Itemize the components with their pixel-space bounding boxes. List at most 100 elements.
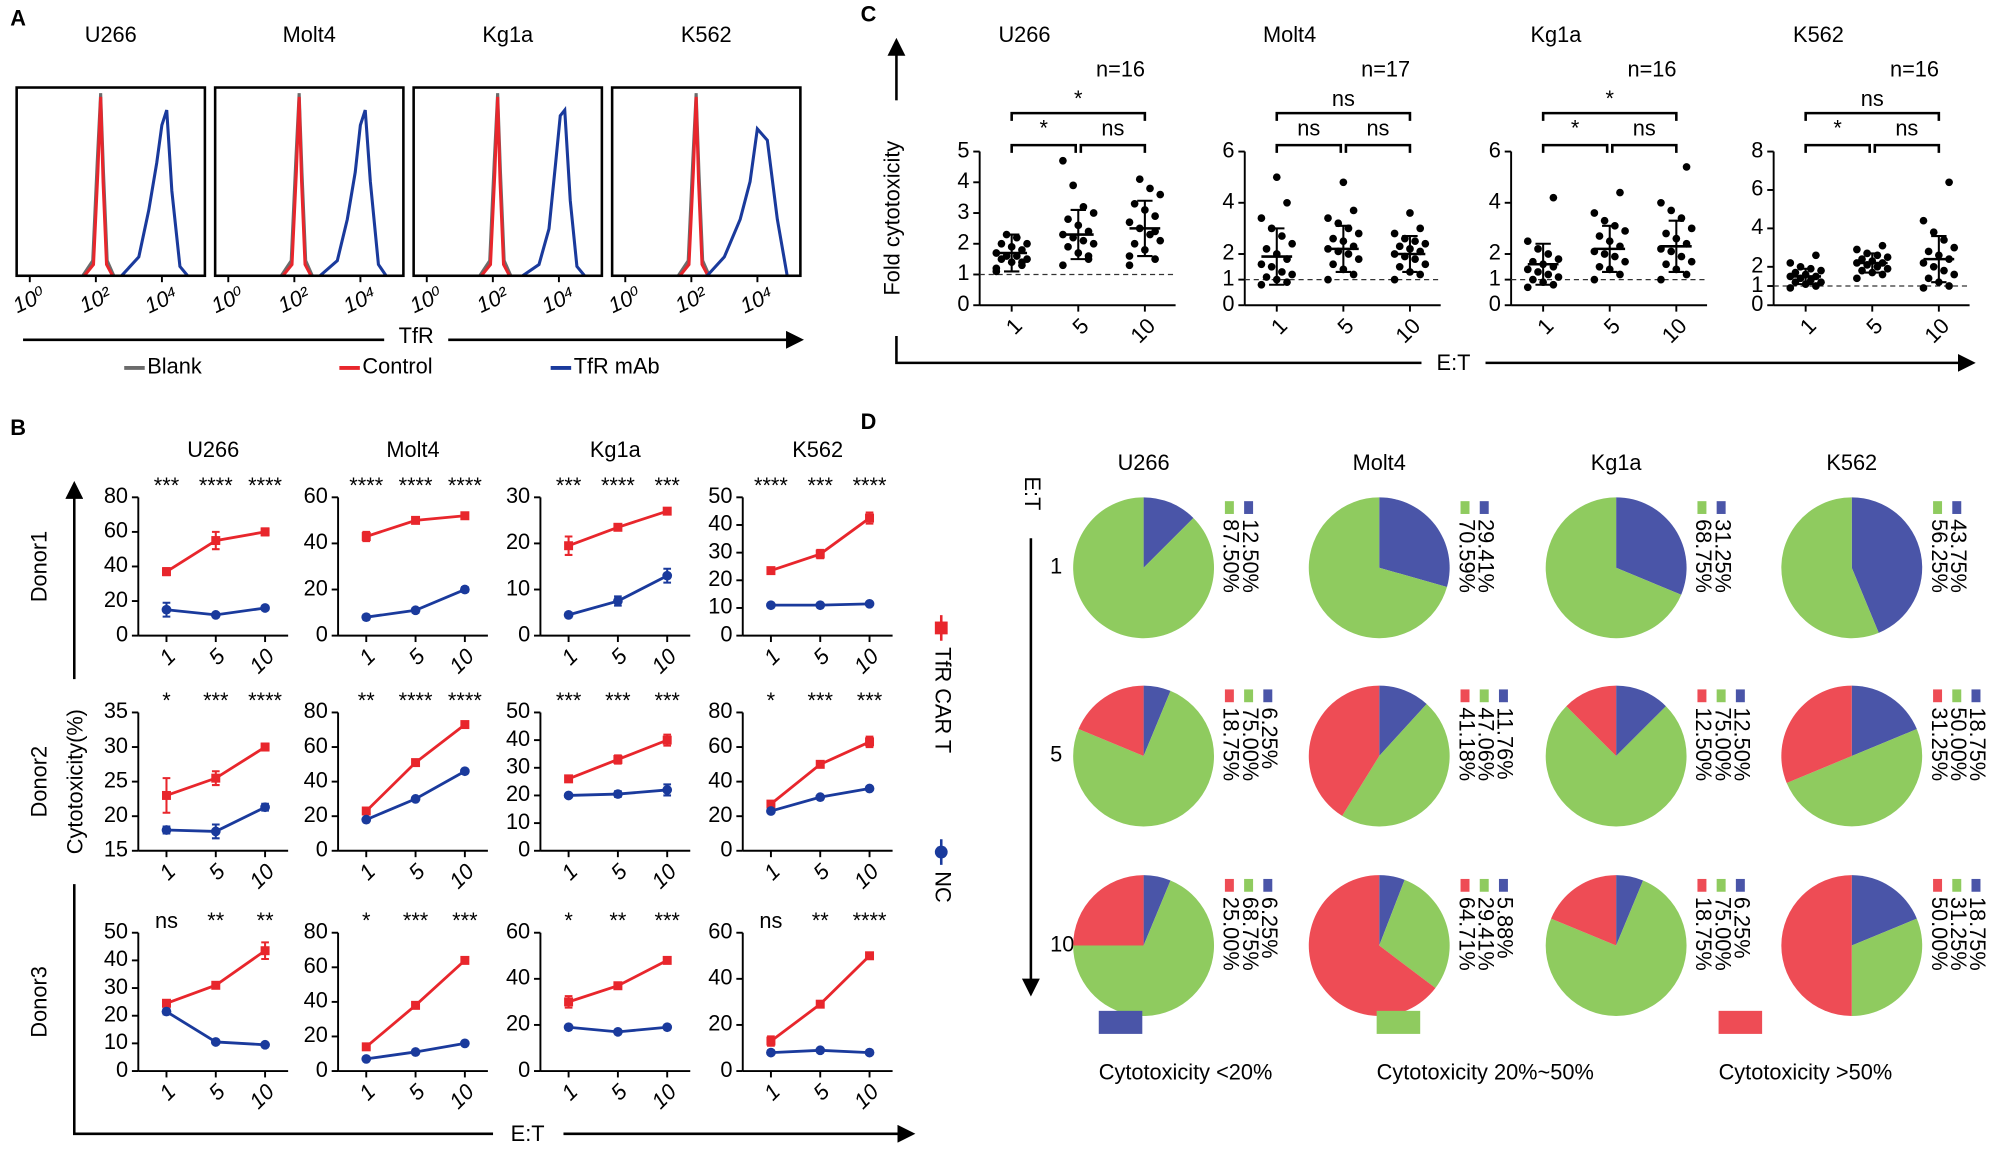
x-tick-label: 5: [1067, 313, 1093, 339]
point: [1523, 265, 1532, 274]
error-bar: [1003, 233, 1020, 273]
y-tick-label: 8: [1751, 137, 1763, 162]
y-tick-label: 2: [957, 230, 969, 255]
point: [260, 946, 270, 956]
x-tick-label: 10⁴: [141, 281, 182, 318]
point: [1687, 257, 1696, 266]
pie-slice: [1616, 875, 1644, 946]
y-tick-label: 15: [104, 837, 128, 862]
point: [865, 513, 875, 523]
y-tick-label: 4: [957, 168, 969, 193]
significance: *: [1074, 86, 1083, 111]
point: [1786, 259, 1795, 267]
point: [1858, 266, 1866, 275]
pie-slice: [1851, 497, 1923, 633]
value-label: 75.00%: [1710, 707, 1735, 781]
point: [1395, 262, 1404, 271]
chart-title: K562: [792, 437, 843, 462]
point: [1549, 280, 1558, 289]
point: [1677, 252, 1686, 261]
row-label: 5: [1050, 742, 1062, 767]
value-label: 31.25%: [1946, 897, 1971, 971]
chart-title: Kg1a: [482, 22, 534, 47]
label-swatch: [1933, 689, 1943, 703]
label-swatch: [1697, 878, 1707, 892]
value-label: 6.25%: [1257, 707, 1282, 769]
label-swatch: [1244, 689, 1254, 703]
pie-slice: [1545, 497, 1682, 639]
y-tick-label: 20: [708, 1011, 732, 1036]
point: [564, 774, 574, 784]
point: [410, 605, 421, 616]
value-label: 11.76%: [1493, 707, 1518, 779]
pie-slice: [1143, 875, 1171, 946]
chart-title: Kg1a: [1591, 450, 1643, 475]
x-tick-label: 1: [759, 859, 785, 885]
point: [1125, 252, 1134, 260]
point: [1151, 255, 1159, 263]
density-curve: [521, 105, 586, 278]
significance: *: [1833, 116, 1842, 141]
point: [1919, 259, 1928, 267]
significance: ****: [853, 908, 887, 933]
value-label: 29.41%: [1473, 897, 1498, 971]
panel-label: A: [10, 5, 26, 30]
density-curve: [319, 109, 388, 277]
x-axis-label: E:T: [511, 1121, 545, 1146]
row-label: Donor1: [27, 531, 52, 602]
significance: ns: [1861, 86, 1884, 111]
y-tick-label: 0: [316, 1057, 328, 1082]
point: [1288, 239, 1296, 248]
y-tick-label: 20: [506, 781, 530, 806]
pie-slice: [1616, 685, 1666, 757]
point: [361, 532, 371, 541]
point: [1278, 232, 1286, 240]
significance: ***: [808, 473, 834, 498]
x-tick-label: 1: [1001, 313, 1027, 339]
point: [766, 806, 776, 816]
x-tick-label: 5: [606, 1078, 633, 1105]
y-tick-label: 20: [708, 566, 732, 591]
axis-arrow: [72, 884, 494, 1136]
x-tick-label: 10⁰: [406, 281, 447, 318]
value-label: 6.25%: [1257, 897, 1282, 959]
significance: ****: [399, 688, 433, 713]
point: [1590, 275, 1599, 284]
point: [161, 825, 172, 835]
point: [1349, 270, 1358, 279]
error-bar: [1402, 235, 1418, 273]
significance: ***: [452, 908, 478, 933]
error-bar: [1335, 224, 1352, 273]
chart-title: Molt4: [283, 22, 336, 47]
pie-slice: [1616, 497, 1687, 595]
value-label: 29.41%: [1473, 519, 1498, 593]
bracket: [1804, 143, 1871, 153]
significance: ns: [1895, 116, 1918, 141]
significance: ns: [1332, 86, 1355, 111]
density-curve: [120, 109, 189, 277]
x-axis-label: E:T: [1437, 350, 1471, 375]
y-tick-label: 5: [957, 137, 969, 162]
point: [1156, 236, 1165, 245]
legend-swatch: [934, 845, 948, 859]
point: [815, 792, 826, 803]
x-tick-label: 10⁰: [207, 281, 248, 318]
label-swatch: [1697, 689, 1707, 703]
point: [1682, 270, 1691, 279]
point: [459, 1038, 470, 1049]
point: [1853, 274, 1861, 283]
point: [1411, 237, 1419, 246]
label-swatch: [1952, 878, 1962, 892]
point: [1324, 214, 1332, 222]
point: [361, 1042, 371, 1052]
series-line: [770, 516, 871, 572]
point: [1621, 257, 1629, 266]
label-swatch: [1479, 689, 1489, 703]
legend-label: Blank: [147, 354, 202, 379]
value-label: 75.00%: [1710, 897, 1735, 971]
label-swatch: [1263, 689, 1273, 703]
y-tick-label: 40: [708, 767, 732, 792]
value-label: 50.00%: [1946, 707, 1971, 781]
point: [1390, 275, 1399, 284]
point: [1554, 273, 1563, 281]
